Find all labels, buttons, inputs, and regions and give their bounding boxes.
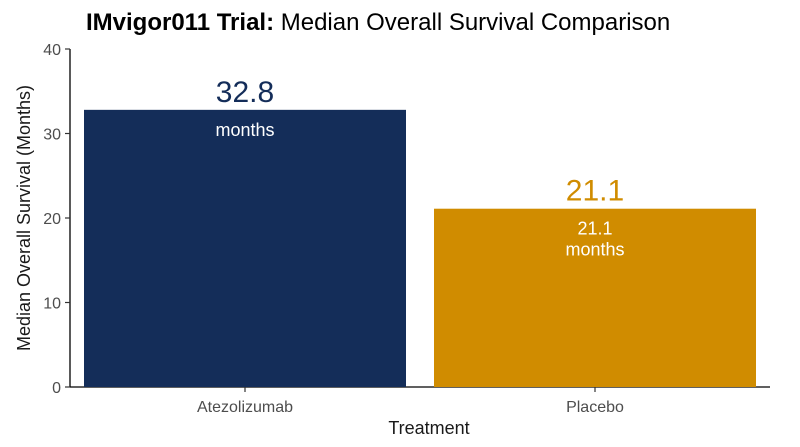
y-tick-label: 10 (43, 296, 61, 313)
bar-inner-label: months (215, 120, 274, 140)
x-axis-title: Treatment (388, 418, 469, 438)
y-tick-label: 20 (43, 211, 61, 228)
bar-inner-label: months (565, 240, 624, 260)
bar-inner-label: 21.1 (577, 219, 612, 239)
y-axis-title: Median Overall Survival (Months) (14, 85, 34, 351)
bar (434, 208, 756, 387)
y-tick-label: 30 (43, 127, 61, 144)
y-tick-label: 0 (52, 380, 61, 397)
bar (84, 109, 406, 387)
y-tick-label: 40 (43, 42, 61, 59)
x-tick-label: Placebo (566, 399, 624, 416)
plot-area: 0 10 20 30 40 Atezolizumab 32.8 months Placebo 21… (43, 42, 770, 416)
value-label: 32.8 (216, 76, 274, 109)
chart-title: IMvigor011 Trial: Median Overall Surviva… (86, 9, 670, 36)
chart-title-rest: Median Overall Survival Comparison (274, 9, 670, 36)
chart-title-bold: IMvigor011 Trial: (86, 9, 274, 36)
x-tick-label: Atezolizumab (197, 399, 293, 416)
value-label: 21.1 (566, 175, 624, 208)
